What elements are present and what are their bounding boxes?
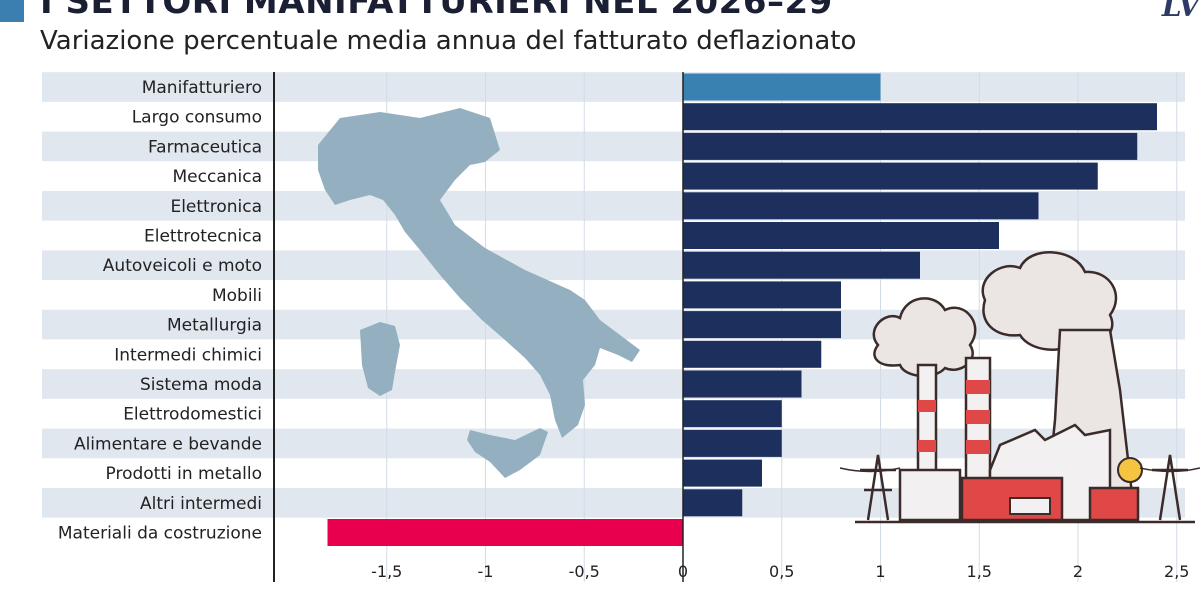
bar [683, 222, 999, 249]
x-tick-label: 1,5 [967, 562, 992, 581]
bar [683, 162, 1098, 190]
header-accent-square [0, 0, 24, 22]
publisher-logo: LV [1161, 0, 1200, 23]
bar [683, 192, 1039, 220]
bar [683, 489, 743, 517]
category-label: Prodotti in metallo [106, 464, 262, 484]
bar [683, 400, 782, 428]
row-stripe [42, 369, 1185, 399]
x-tick-label: -1,5 [371, 562, 402, 581]
chart-title: I SETTORI MANIFATTURIERI NEL 2026–29 [40, 0, 833, 22]
category-label: Altri intermedi [140, 494, 262, 514]
bar [683, 340, 822, 368]
bar [683, 73, 881, 101]
category-label: Elettronica [170, 197, 262, 217]
category-label: Metallurgia [167, 316, 262, 336]
row-stripe [42, 72, 1185, 102]
x-tick-label: 2,5 [1164, 562, 1189, 581]
category-label: Mobili [212, 286, 262, 306]
category-labels: Manifatturiero Largo consumo Farmaceutica M… [58, 78, 262, 544]
italy-map-illustration [318, 108, 640, 478]
factory-illustration [839, 251, 1200, 524]
category-label: Meccanica [173, 167, 263, 187]
category-label: Elettrodomestici [123, 405, 262, 425]
category-label: Manifatturiero [142, 78, 262, 98]
category-label: Alimentare e bevande [74, 434, 262, 454]
x-tick-label: -0,5 [569, 562, 600, 581]
x-tick-label: 2 [1073, 562, 1083, 581]
x-tick-label: 1 [875, 562, 885, 581]
category-label: Autoveicoli e moto [103, 256, 262, 276]
bar [683, 459, 762, 487]
bar [683, 429, 782, 457]
bar [683, 281, 841, 309]
bar [683, 103, 1157, 131]
bar [683, 251, 920, 279]
x-tick-label: -1 [478, 562, 494, 581]
chart-subtitle: Variazione percentuale media annua del f… [40, 26, 857, 56]
bar [683, 311, 841, 339]
bars [327, 73, 1157, 546]
x-tick-labels: -1,5 -1 -0,5 0 0,5 1 1,5 2 2,5 [371, 562, 1189, 581]
category-label: Materiali da costruzione [58, 524, 262, 544]
x-tick-label: 0,5 [769, 562, 794, 581]
bar [683, 132, 1138, 160]
bar [683, 370, 802, 398]
bar [327, 519, 683, 546]
category-label: Elettrotecnica [144, 227, 262, 247]
category-label: Largo consumo [132, 108, 262, 128]
category-label: Intermedi chimici [114, 345, 262, 365]
category-label: Farmaceutica [148, 137, 262, 157]
x-tick-label: 0 [678, 562, 688, 581]
row-stripe [42, 428, 1185, 459]
category-label: Sistema moda [140, 375, 262, 395]
